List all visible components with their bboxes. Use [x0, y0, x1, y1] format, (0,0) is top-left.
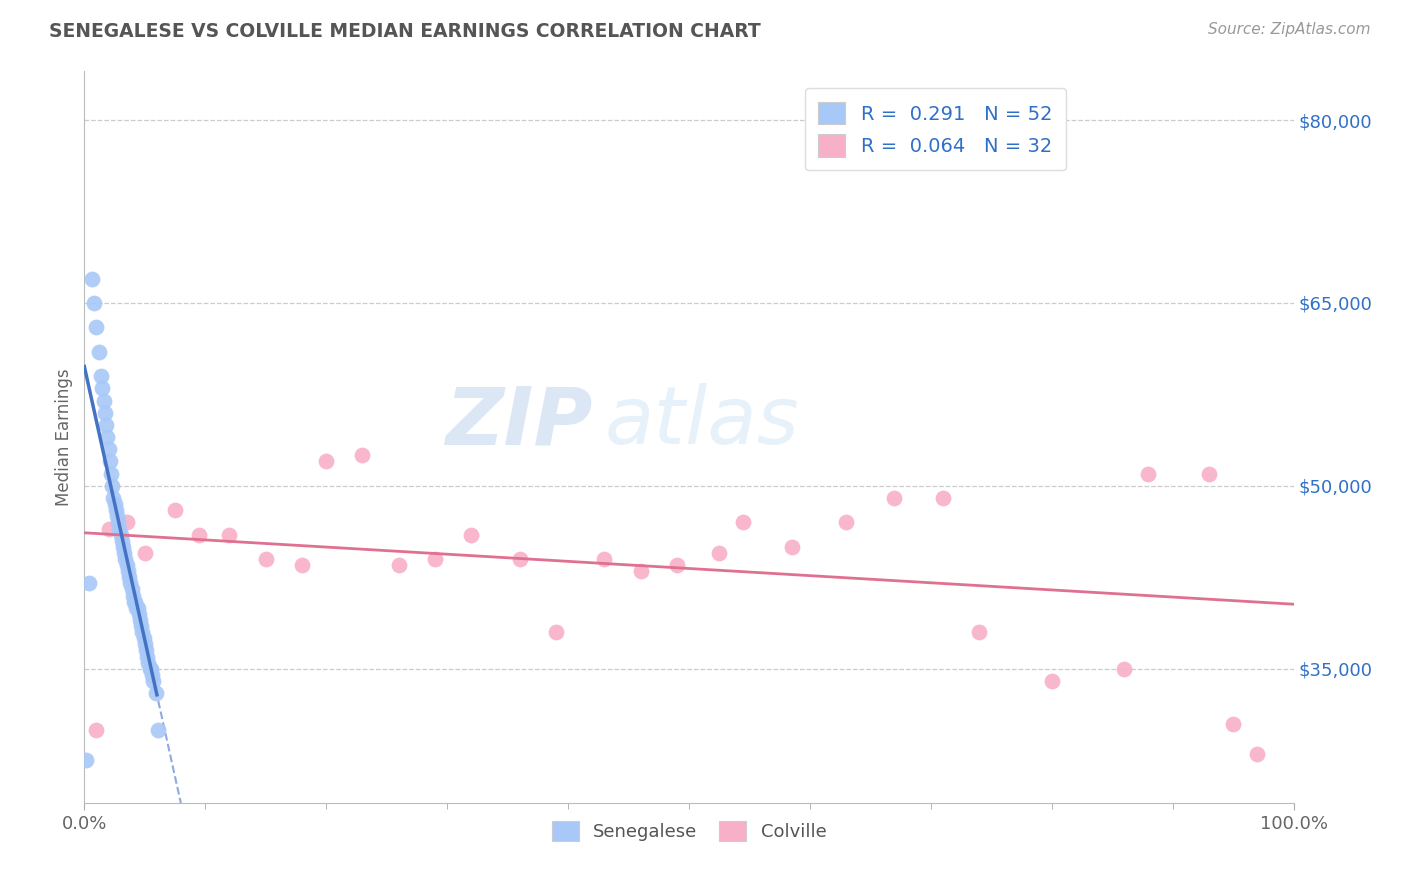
Point — [96, 430, 118, 444]
Point — [134, 637, 156, 651]
Point — [120, 576, 142, 591]
Point — [709, 546, 731, 560]
Point — [86, 320, 108, 334]
Point — [1114, 662, 1136, 676]
Point — [101, 479, 124, 493]
Point — [97, 442, 120, 457]
Point — [115, 516, 138, 530]
Point — [423, 552, 446, 566]
Point — [87, 344, 110, 359]
Text: ZIP: ZIP — [444, 384, 592, 461]
Point — [131, 625, 153, 640]
Point — [121, 589, 143, 603]
Point — [105, 509, 128, 524]
Point — [665, 558, 688, 573]
Point — [835, 516, 858, 530]
Point — [90, 369, 112, 384]
Point — [388, 558, 411, 573]
Point — [460, 527, 482, 541]
Point — [544, 625, 567, 640]
Point — [93, 393, 115, 408]
Point — [1222, 716, 1244, 731]
Text: Source: ZipAtlas.com: Source: ZipAtlas.com — [1208, 22, 1371, 37]
Point — [108, 521, 131, 535]
Point — [145, 686, 167, 700]
Point — [135, 643, 157, 657]
Point — [129, 619, 152, 633]
Point — [142, 673, 165, 688]
Point — [315, 454, 337, 468]
Point — [593, 552, 616, 566]
Point — [1198, 467, 1220, 481]
Point — [112, 546, 135, 560]
Point — [733, 516, 755, 530]
Point — [122, 594, 145, 608]
Point — [132, 632, 155, 646]
Point — [136, 649, 159, 664]
Point — [104, 497, 127, 511]
Point — [86, 723, 108, 737]
Text: atlas: atlas — [605, 384, 799, 461]
Point — [134, 546, 156, 560]
Point — [124, 594, 146, 608]
Point — [110, 527, 132, 541]
Point — [115, 558, 138, 573]
Point — [1137, 467, 1160, 481]
Point — [780, 540, 803, 554]
Point — [98, 454, 121, 468]
Point — [165, 503, 187, 517]
Point — [967, 625, 990, 640]
Point — [138, 662, 160, 676]
Point — [932, 491, 955, 505]
Point — [114, 552, 136, 566]
Y-axis label: Median Earnings: Median Earnings — [55, 368, 73, 506]
Point — [77, 576, 100, 591]
Point — [94, 406, 117, 420]
Point — [1040, 673, 1063, 688]
Point — [509, 552, 531, 566]
Text: SENEGALESE VS COLVILLE MEDIAN EARNINGS CORRELATION CHART: SENEGALESE VS COLVILLE MEDIAN EARNINGS C… — [49, 22, 761, 41]
Point — [83, 296, 105, 310]
Point — [75, 753, 97, 767]
Point — [254, 552, 277, 566]
Point — [97, 521, 120, 535]
Point — [138, 656, 160, 670]
Point — [112, 540, 135, 554]
Point — [103, 491, 125, 505]
Point — [188, 527, 211, 541]
Point — [291, 558, 314, 573]
Point — [1246, 747, 1268, 761]
Point — [352, 449, 374, 463]
Point — [218, 527, 240, 541]
Point — [94, 417, 117, 432]
Point — [111, 533, 134, 548]
Point — [883, 491, 905, 505]
Point — [146, 723, 169, 737]
Point — [117, 564, 139, 578]
Point — [107, 516, 129, 530]
Point — [121, 582, 143, 597]
Point — [128, 607, 150, 621]
Point — [91, 381, 114, 395]
Point — [141, 667, 163, 681]
Point — [125, 600, 148, 615]
Point — [118, 570, 141, 584]
Point — [104, 503, 127, 517]
Point — [630, 564, 652, 578]
Point — [80, 271, 103, 285]
Point — [139, 662, 162, 676]
Point — [100, 467, 122, 481]
Point — [129, 613, 152, 627]
Legend: Senegalese, Colville: Senegalese, Colville — [544, 814, 834, 848]
Point — [127, 600, 149, 615]
